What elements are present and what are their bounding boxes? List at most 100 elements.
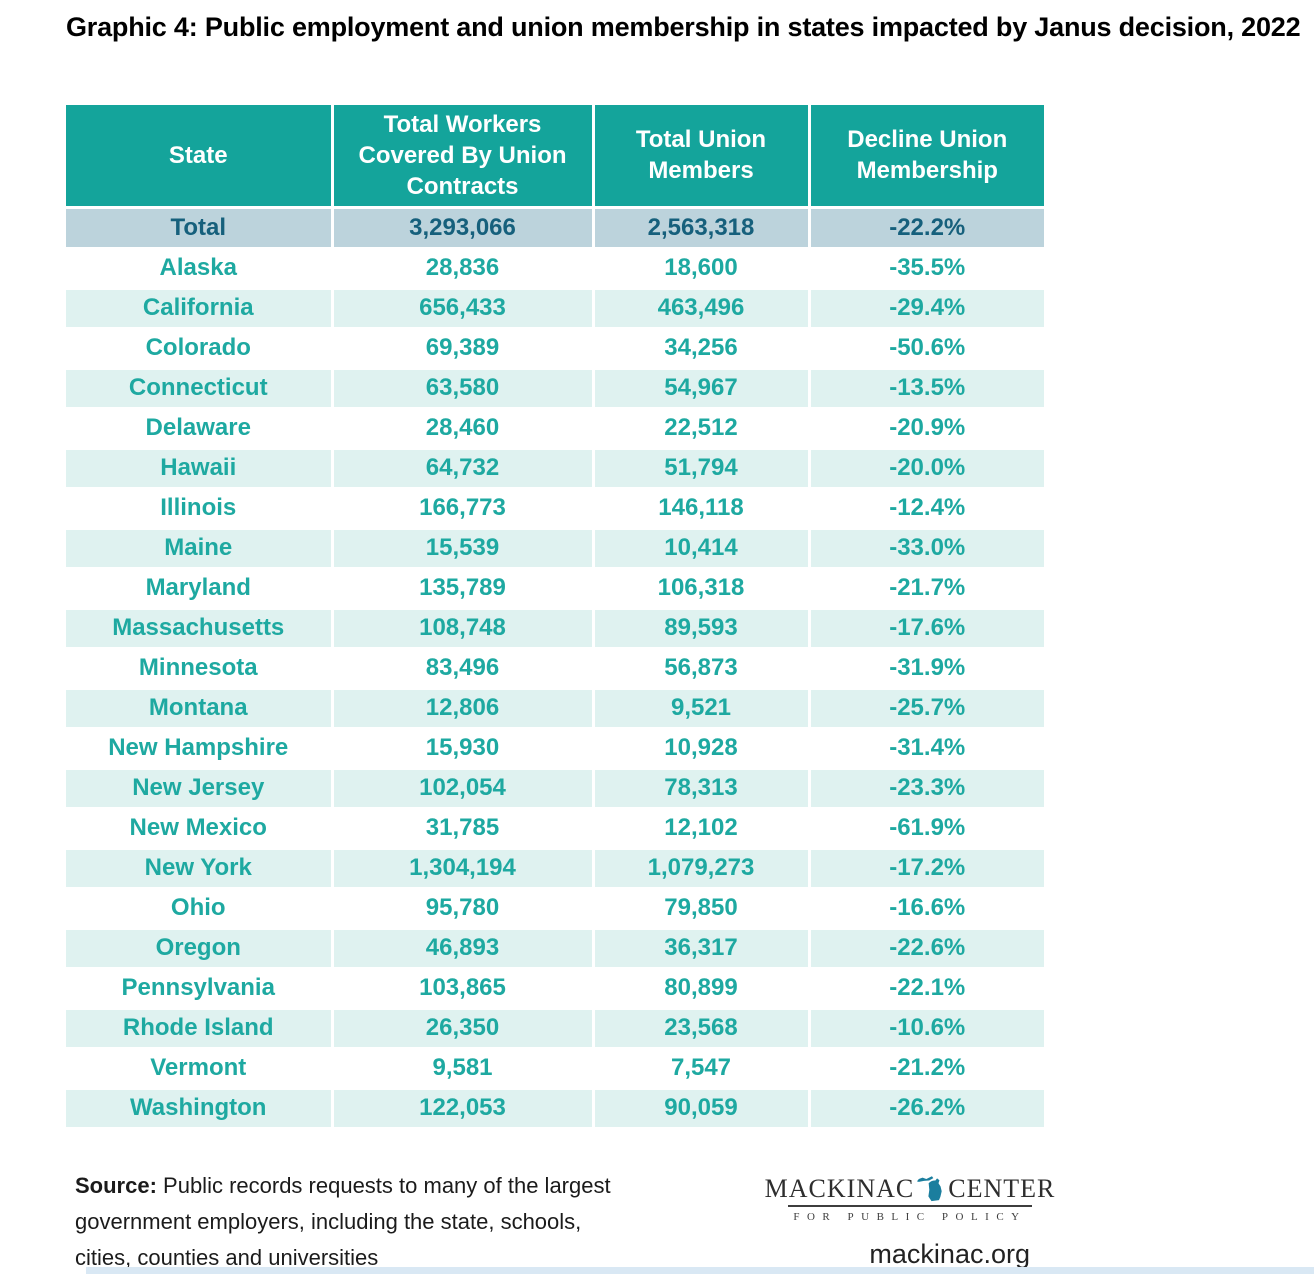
state-name-cell: Maryland [66,568,334,610]
state-name-cell: Washington [66,1088,334,1130]
header-total-members: Total Union Members [593,105,811,209]
workers-cell: 95,780 [332,888,595,930]
decline-cell: -12.4% [809,488,1044,530]
members-cell: 90,059 [593,1088,811,1130]
members-cell: 106,318 [593,568,811,610]
decline-cell: -16.6% [809,888,1044,930]
total-label-cell: Total [66,207,334,250]
table-row: Washington 122,053 90,059 -26.2% [66,1088,1044,1130]
decline-cell: -13.5% [809,368,1044,410]
workers-cell: 64,732 [332,448,595,490]
decline-cell: -23.3% [809,768,1044,810]
decline-cell: -17.6% [809,608,1044,650]
workers-cell: 1,304,194 [332,848,595,890]
state-name-cell: Oregon [66,928,334,970]
table-row: Ohio 95,780 79,850 -16.6% [66,888,1044,930]
decline-cell: -20.9% [809,408,1044,450]
workers-cell: 15,930 [332,728,595,770]
members-cell: 80,899 [593,968,811,1010]
members-cell: 9,521 [593,688,811,730]
state-name-cell: Pennsylvania [66,968,334,1010]
table-row: Delaware 28,460 22,512 -20.9% [66,408,1044,450]
total-decline-cell: -22.2% [809,207,1044,250]
workers-cell: 9,581 [332,1048,595,1090]
decline-cell: -10.6% [809,1008,1044,1050]
workers-cell: 122,053 [332,1088,595,1130]
workers-cell: 28,836 [332,248,595,290]
decline-cell: -26.2% [809,1088,1044,1130]
members-cell: 10,928 [593,728,811,770]
workers-cell: 69,389 [332,328,595,370]
janus-data-table: State Total Workers Covered By Union Con… [66,105,1044,1130]
logo-name-left: MACKINAC [764,1174,915,1203]
workers-cell: 12,806 [332,688,595,730]
decline-cell: -61.9% [809,808,1044,850]
state-name-cell: Ohio [66,888,334,930]
state-name-cell: Connecticut [66,368,334,410]
state-name-cell: Montana [66,688,334,730]
state-name-cell: California [66,288,334,330]
workers-cell: 28,460 [332,408,595,450]
members-cell: 23,568 [593,1008,811,1050]
table-row: Connecticut 63,580 54,967 -13.5% [66,368,1044,410]
members-cell: 56,873 [593,648,811,690]
state-name-cell: Minnesota [66,648,334,690]
members-cell: 12,102 [593,808,811,850]
members-cell: 1,079,273 [593,848,811,890]
decline-cell: -22.1% [809,968,1044,1010]
decline-cell: -31.4% [809,728,1044,770]
state-name-cell: Alaska [66,248,334,290]
workers-cell: 83,496 [332,648,595,690]
table-row: Minnesota 83,496 56,873 -31.9% [66,648,1044,690]
logo-tagline: FOR PUBLIC POLICY [793,1211,1027,1223]
members-cell: 146,118 [593,488,811,530]
state-name-cell: New Jersey [66,768,334,810]
members-cell: 22,512 [593,408,811,450]
workers-cell: 108,748 [332,608,595,650]
logo-website: mackinac.org [869,1239,1030,1269]
table-row: Colorado 69,389 34,256 -50.6% [66,328,1044,370]
decline-cell: -31.9% [809,648,1044,690]
state-name-cell: Colorado [66,328,334,370]
decline-cell: -29.4% [809,288,1044,330]
decline-cell: -21.7% [809,568,1044,610]
total-workers-cell: 3,293,066 [332,207,595,250]
bottom-strip [86,1267,1314,1274]
workers-cell: 26,350 [332,1008,595,1050]
table-row: New York 1,304,194 1,079,273 -17.2% [66,848,1044,890]
table-row: Oregon 46,893 36,317 -22.6% [66,928,1044,970]
table-row: Pennsylvania 103,865 80,899 -22.1% [66,968,1044,1010]
decline-cell: -22.6% [809,928,1044,970]
table-row: Montana 12,806 9,521 -25.7% [66,688,1044,730]
members-cell: 7,547 [593,1048,811,1090]
workers-cell: 103,865 [332,968,595,1010]
table-row: Alaska 28,836 18,600 -35.5% [66,248,1044,290]
members-cell: 463,496 [593,288,811,330]
table-row: New Jersey 102,054 78,313 -23.3% [66,768,1044,810]
decline-cell: -35.5% [809,248,1044,290]
workers-cell: 63,580 [332,368,595,410]
decline-cell: -20.0% [809,448,1044,490]
source-note: Source: Public records requests to many … [75,1168,635,1274]
workers-cell: 15,539 [332,528,595,570]
table-row: Hawaii 64,732 51,794 -20.0% [66,448,1044,490]
members-cell: 36,317 [593,928,811,970]
header-state: State [66,105,334,209]
state-name-cell: Maine [66,528,334,570]
state-name-cell: Hawaii [66,448,334,490]
members-cell: 18,600 [593,248,811,290]
members-cell: 89,593 [593,608,811,650]
state-name-cell: New York [66,848,334,890]
workers-cell: 135,789 [332,568,595,610]
table-row: Maryland 135,789 106,318 -21.7% [66,568,1044,610]
workers-cell: 46,893 [332,928,595,970]
table-row: California 656,433 463,496 -29.4% [66,288,1044,330]
decline-cell: -25.7% [809,688,1044,730]
state-name-cell: Massachusetts [66,608,334,650]
state-name-cell: Rhode Island [66,1008,334,1050]
members-cell: 10,414 [593,528,811,570]
source-label: Source: [75,1173,157,1198]
decline-cell: -17.2% [809,848,1044,890]
table-row: Vermont 9,581 7,547 -21.2% [66,1048,1044,1090]
